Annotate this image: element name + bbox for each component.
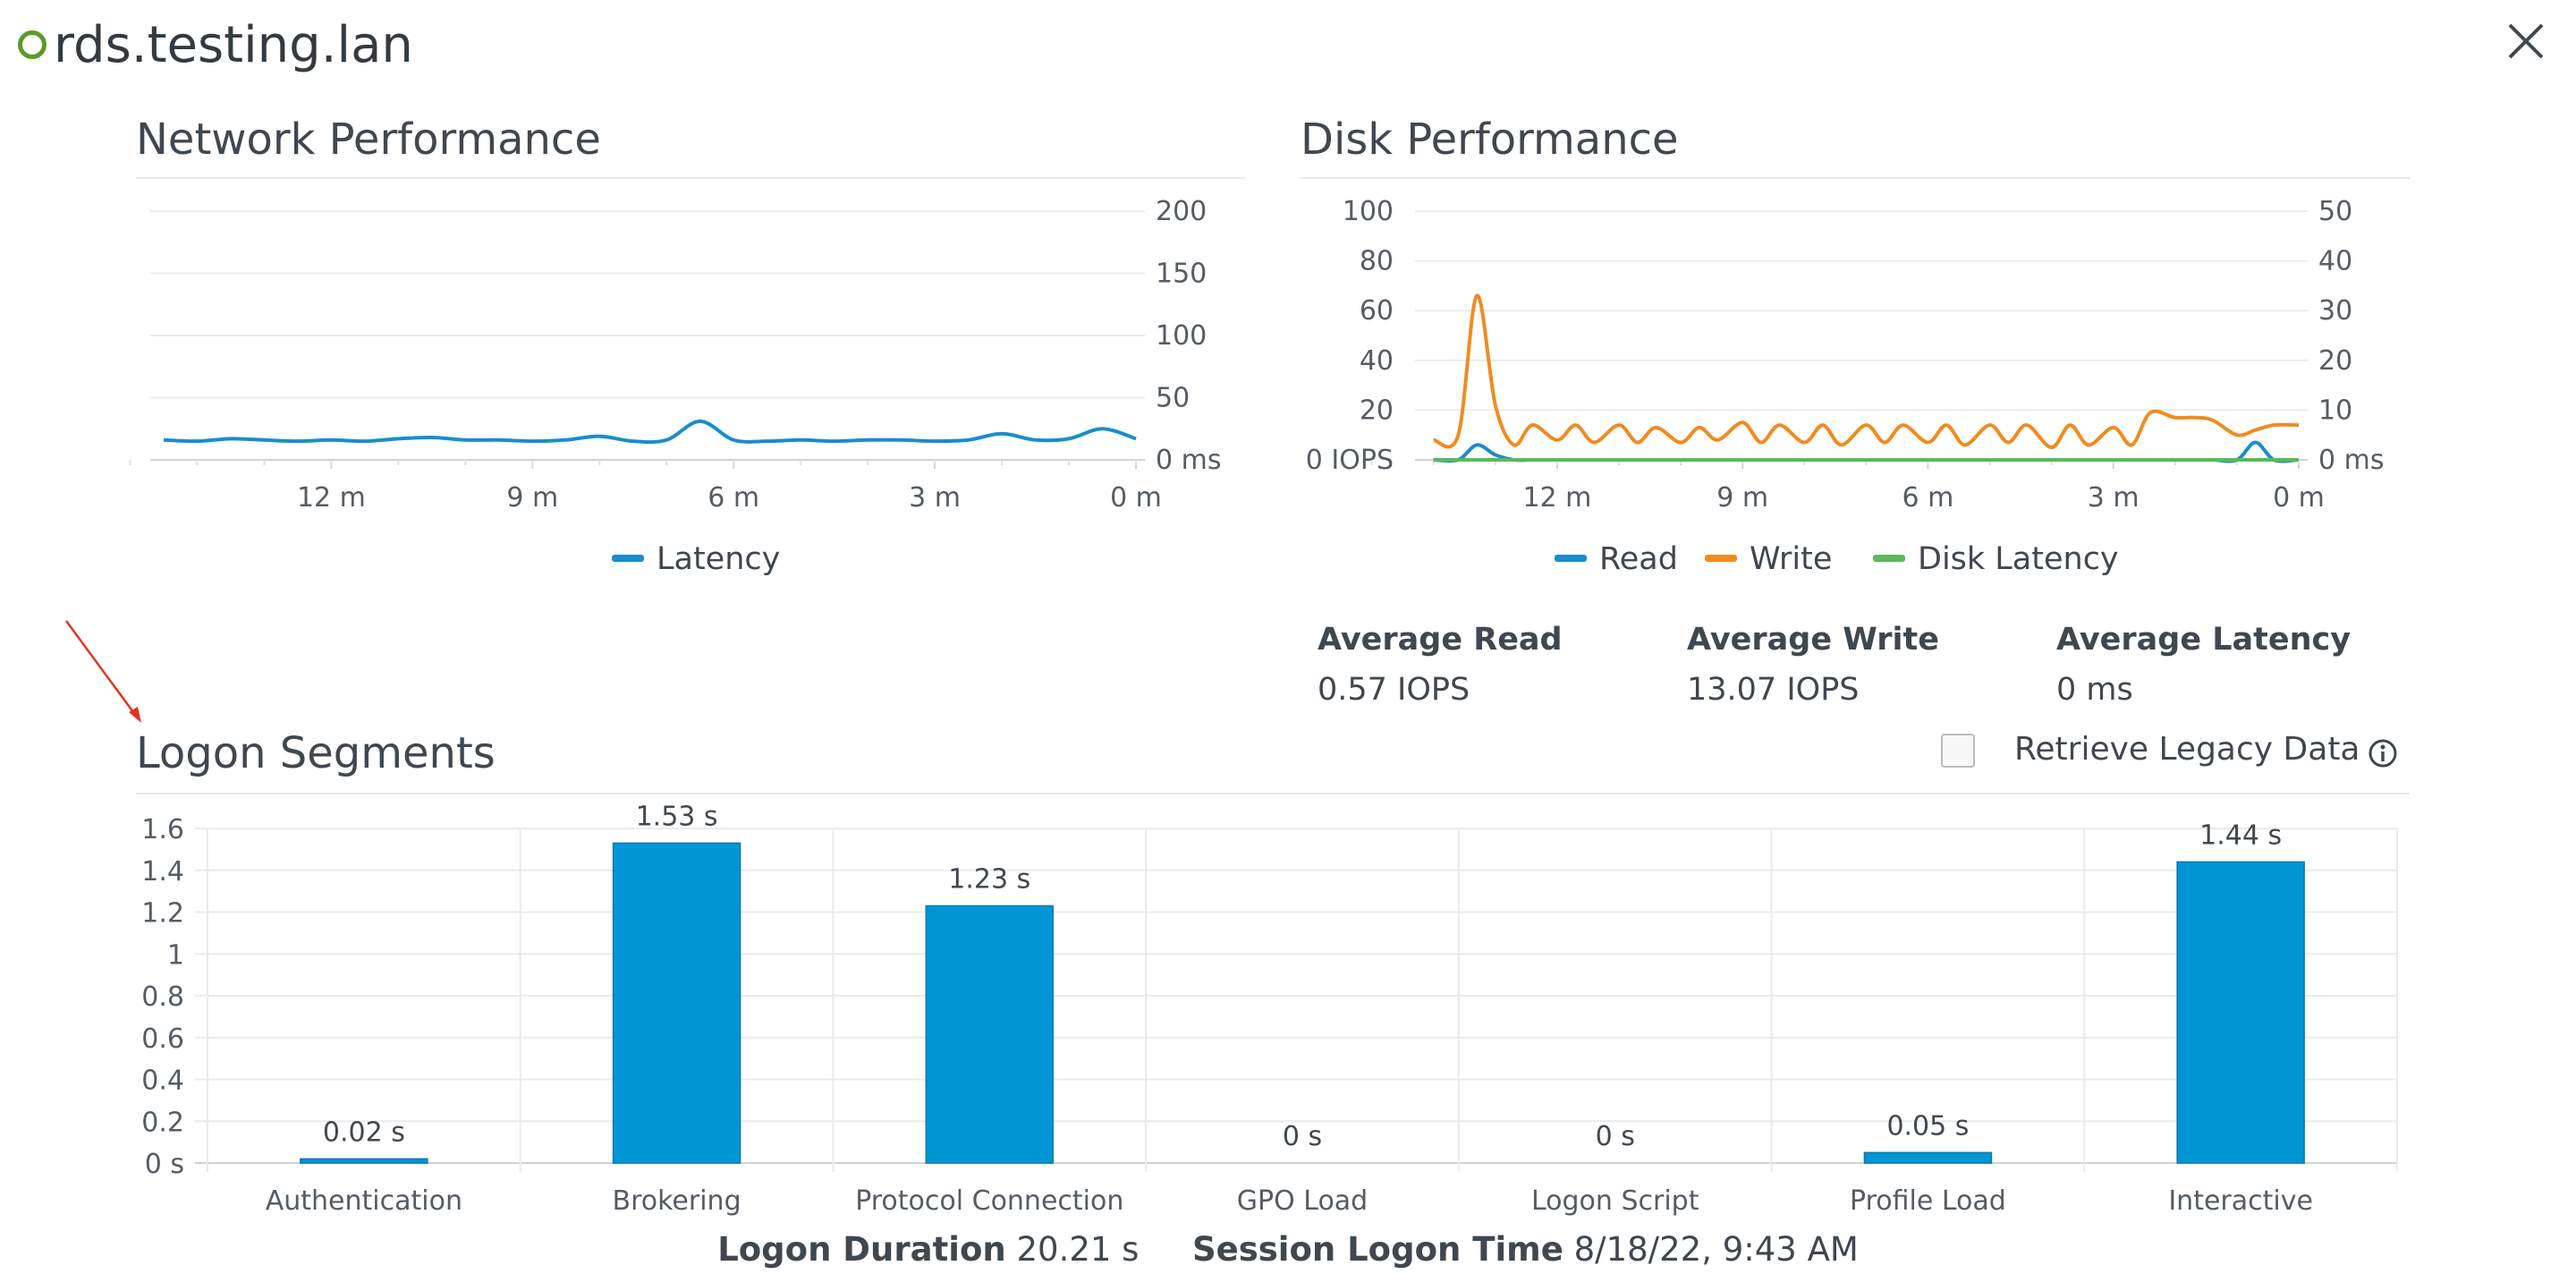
stat-value: 0.57 IOPS	[1318, 672, 1470, 708]
y-tick-label: 1.6	[141, 814, 184, 845]
logon-duration-label: Logon Duration	[717, 1230, 1006, 1269]
x-tick-label: 9 m	[506, 482, 558, 514]
stat-value: 0 ms	[2056, 672, 2133, 708]
legend-swatch	[1873, 555, 1905, 562]
session-logon-time-label: Session Logon Time	[1191, 1230, 1563, 1269]
y-right-tick-label: 50	[1156, 383, 1190, 414]
logon-segments-title: Logon Segments	[136, 728, 496, 778]
stat-label: Average Write	[1687, 622, 1939, 658]
bar-interactive	[2176, 861, 2305, 1164]
legend-swatch	[1705, 555, 1737, 562]
y-right-tick-label: 30	[2318, 295, 2352, 327]
bar-value-label: 1.23 s	[948, 863, 1030, 895]
x-tick-label: 0 m	[2273, 482, 2325, 514]
y-tick-label: 0.6	[141, 1023, 184, 1055]
x-category-label: Interactive	[2168, 1185, 2313, 1217]
bar-protocol-connection	[925, 905, 1055, 1164]
annotation-arrow-icon	[64, 620, 141, 723]
status-indicator-icon	[18, 30, 47, 59]
x-tick-label: 12 m	[1522, 482, 1591, 514]
session-logon-time-value: 8/18/22, 9:43 AM	[1573, 1230, 1859, 1269]
x-tick-label: 0 m	[1110, 482, 1162, 514]
bar-value-label: 0 s	[1283, 1121, 1322, 1152]
y-left-tick-label: 40	[1360, 345, 1394, 377]
x-category-label: Protocol Connection	[855, 1185, 1123, 1217]
y-right-tick-label: 10	[2318, 395, 2352, 426]
y-left-tick-label: 20	[1360, 395, 1394, 426]
bar-value-label: 1.44 s	[2199, 820, 2282, 851]
x-category-label: Logon Script	[1531, 1185, 1699, 1217]
series-line-latency	[163, 419, 1137, 445]
x-tick-label: 6 m	[708, 482, 759, 514]
stat-average-write: Average Write 13.07 IOPS	[1687, 622, 1939, 708]
x-category-label: GPO Load	[1237, 1185, 1368, 1217]
bar-brokering	[612, 842, 741, 1164]
y-tick-label: 0 s	[145, 1149, 184, 1180]
x-category-label: Authentication	[266, 1185, 462, 1217]
bar-value-label: 0.05 s	[1886, 1110, 1969, 1142]
series-line-write	[1433, 293, 2300, 450]
disk-performance-chart: 0 ms 10 20 30 40 50 0 IOPS 20 40 60 80 100 12 m 9 m 6 …	[1306, 196, 2385, 577]
stat-average-latency: Average Latency 0 ms	[2056, 622, 2351, 708]
y-left-tick-label: 80	[1360, 246, 1394, 277]
stat-average-read: Average Read 0.57 IOPS	[1318, 622, 1563, 708]
y-right-tick-label: 200	[1156, 196, 1207, 227]
legend-item-disk-latency: Disk Latency	[1918, 541, 2119, 577]
y-tick-label: 0.8	[141, 981, 184, 1013]
legend-swatch	[612, 555, 644, 562]
legend-item-write: Write	[1750, 541, 1832, 577]
bar-profile-load	[1863, 1151, 1993, 1164]
y-tick-label: 1.2	[141, 898, 184, 930]
page-title: rds.testing.lan	[54, 15, 413, 74]
bar-value-label: 0 s	[1596, 1121, 1635, 1152]
y-right-tick-label: 20	[2318, 345, 2352, 377]
y-tick-label: 1.4	[141, 856, 184, 888]
disk-title-divider	[1301, 177, 2410, 179]
x-category-label: Brokering	[613, 1185, 741, 1217]
y-right-tick-label: 40	[2318, 246, 2352, 277]
bar-value-label: 0.02 s	[323, 1117, 405, 1148]
y-right-tick-label: 50	[2318, 196, 2352, 227]
network-latency-chart: 0 ms 50 100 150 200 12 m 9 m 6 m 3 m 0 m Latency	[129, 196, 1221, 577]
x-tick-label: 3 m	[2088, 482, 2140, 514]
x-tick-label: 9 m	[1716, 482, 1768, 514]
network-performance-title: Network Performance	[136, 115, 601, 165]
legend-item-latency: Latency	[657, 541, 780, 577]
retrieve-legacy-checkbox[interactable]	[1941, 734, 1975, 768]
y-left-tick-label: 100	[1343, 196, 1394, 227]
info-icon[interactable]	[2368, 738, 2398, 769]
y-left-tick-label: 0 IOPS	[1306, 445, 1394, 476]
title-row: rds.testing.lan	[18, 9, 413, 81]
retrieve-legacy-label[interactable]: Retrieve Legacy Data	[2014, 731, 2360, 768]
logon-footer: Logon Duration 20.21 s Session Logon Tim…	[0, 1230, 2576, 1269]
x-tick-label: 12 m	[297, 482, 366, 514]
y-right-tick-label: 0 ms	[1156, 445, 1221, 476]
y-right-tick-label: 0 ms	[2318, 445, 2384, 476]
y-tick-label: 0.2	[141, 1107, 184, 1138]
logon-duration-value: 20.21 s	[1016, 1230, 1140, 1269]
y-right-tick-label: 100	[1156, 320, 1207, 352]
bar-authentication	[300, 1158, 428, 1164]
x-category-label: Profile Load	[1850, 1185, 2006, 1217]
y-tick-label: 1	[167, 939, 184, 971]
close-icon[interactable]	[2499, 14, 2553, 68]
stat-label: Average Read	[1318, 622, 1563, 658]
bar-value-label: 1.53 s	[636, 801, 718, 832]
legend-swatch	[1555, 555, 1587, 562]
y-tick-label: 0.4	[141, 1066, 184, 1097]
logon-title-divider	[136, 793, 2410, 794]
legend-item-read: Read	[1599, 541, 1678, 577]
stat-value: 13.07 IOPS	[1687, 672, 1860, 708]
disk-performance-title: Disk Performance	[1301, 115, 1679, 165]
network-title-divider	[136, 177, 1245, 179]
x-tick-label: 3 m	[909, 482, 961, 514]
y-left-tick-label: 60	[1360, 295, 1394, 327]
stat-label: Average Latency	[2056, 622, 2351, 658]
y-right-tick-label: 150	[1156, 259, 1207, 290]
x-tick-label: 6 m	[1902, 482, 1954, 514]
